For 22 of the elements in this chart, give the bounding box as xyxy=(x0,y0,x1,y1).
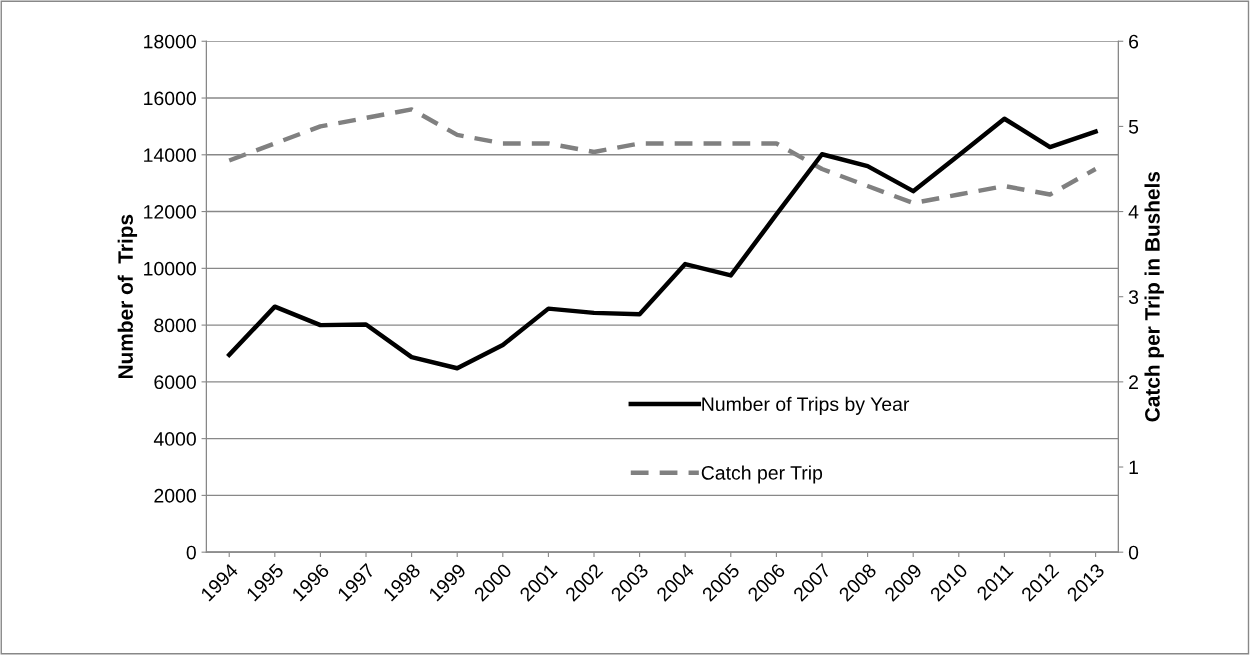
line-series xyxy=(226,116,1098,371)
y-axis-title: Number of Trips xyxy=(117,214,138,379)
y-tick-label: 6000 xyxy=(154,375,196,390)
y-tick-label: 16000 xyxy=(144,91,196,106)
y-tick-label: 8000 xyxy=(154,318,196,333)
y2-tick-label: 0 xyxy=(1128,545,1139,560)
y-tick-label: 4000 xyxy=(153,432,196,446)
legend-label: Catch per Trip xyxy=(701,465,823,484)
legend-label: Number of Trips by Year xyxy=(702,396,910,415)
y-tick-label: 10000 xyxy=(144,261,196,276)
y-tick-label: 14000 xyxy=(144,148,196,163)
y2-tick-label: 3 xyxy=(1128,290,1139,304)
y2-tick-label: 1 xyxy=(1129,460,1138,475)
y-tick-label: 2000 xyxy=(154,488,196,503)
y-tick-label: 18000 xyxy=(144,34,196,49)
y-tick-label: 0 xyxy=(186,545,196,560)
y2-tick-label: 5 xyxy=(1128,120,1139,134)
y2-axis-title: Catch per Trip in Bushels xyxy=(1144,171,1164,422)
y2-tick-label: 4 xyxy=(1128,205,1139,219)
y-tick-label: 12000 xyxy=(144,205,196,219)
y2-tick-label: 6 xyxy=(1129,34,1139,49)
y2-tick-label: 2 xyxy=(1129,375,1138,389)
